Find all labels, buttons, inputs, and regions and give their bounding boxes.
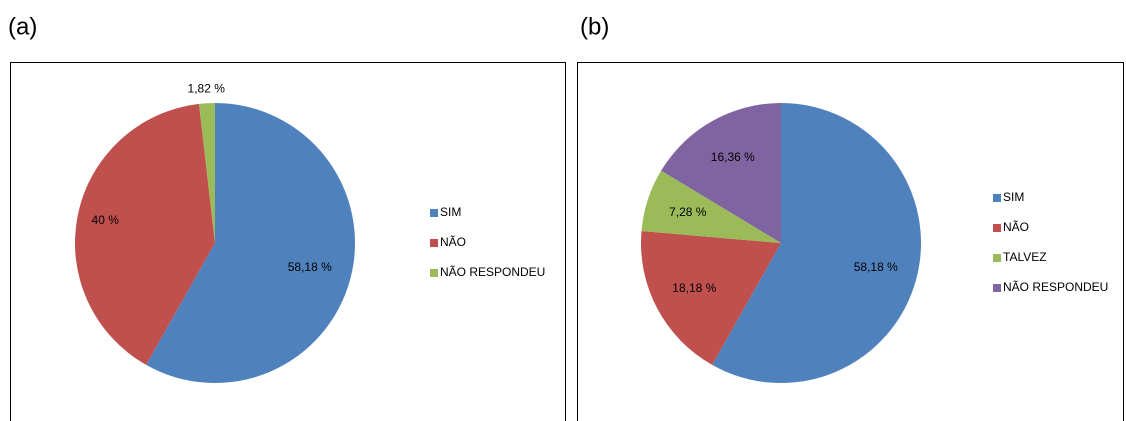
legend-swatch [993, 194, 1001, 202]
data-label: 18,18 % [672, 281, 716, 295]
data-label: 58,18 % [854, 260, 898, 274]
pie-slice [641, 170, 781, 243]
legend-swatch [430, 239, 438, 247]
legend-label: NÃO RESPONDEU [440, 265, 545, 279]
data-label: 7,28 % [669, 205, 707, 219]
data-label: 40 % [92, 213, 120, 227]
legend-label: TALVEZ [1003, 250, 1047, 264]
legend-swatch [993, 254, 1001, 262]
panel-label: (b) [580, 13, 609, 40]
legend-swatch [430, 209, 438, 217]
data-label: 16,36 % [711, 150, 755, 164]
legend-swatch [993, 284, 1001, 292]
pie-slice [74, 103, 215, 365]
pie-slice [712, 103, 921, 383]
legend-label: NÃO RESPONDEU [1003, 280, 1108, 294]
pie-slice [661, 103, 781, 243]
panel-label: (a) [8, 13, 37, 40]
legend-swatch [430, 269, 438, 277]
legend-label: NÃO [1003, 220, 1029, 234]
legend-swatch [993, 224, 1001, 232]
data-label: 58,18 % [288, 260, 332, 274]
pie-slice [199, 103, 215, 243]
legend-label: SIM [1003, 190, 1024, 204]
legend-label: SIM [440, 205, 461, 219]
data-label: 1,82 % [188, 81, 226, 95]
legend-label: NÃO [440, 235, 466, 249]
pie-slice [146, 103, 355, 383]
pie-slice [640, 231, 781, 365]
